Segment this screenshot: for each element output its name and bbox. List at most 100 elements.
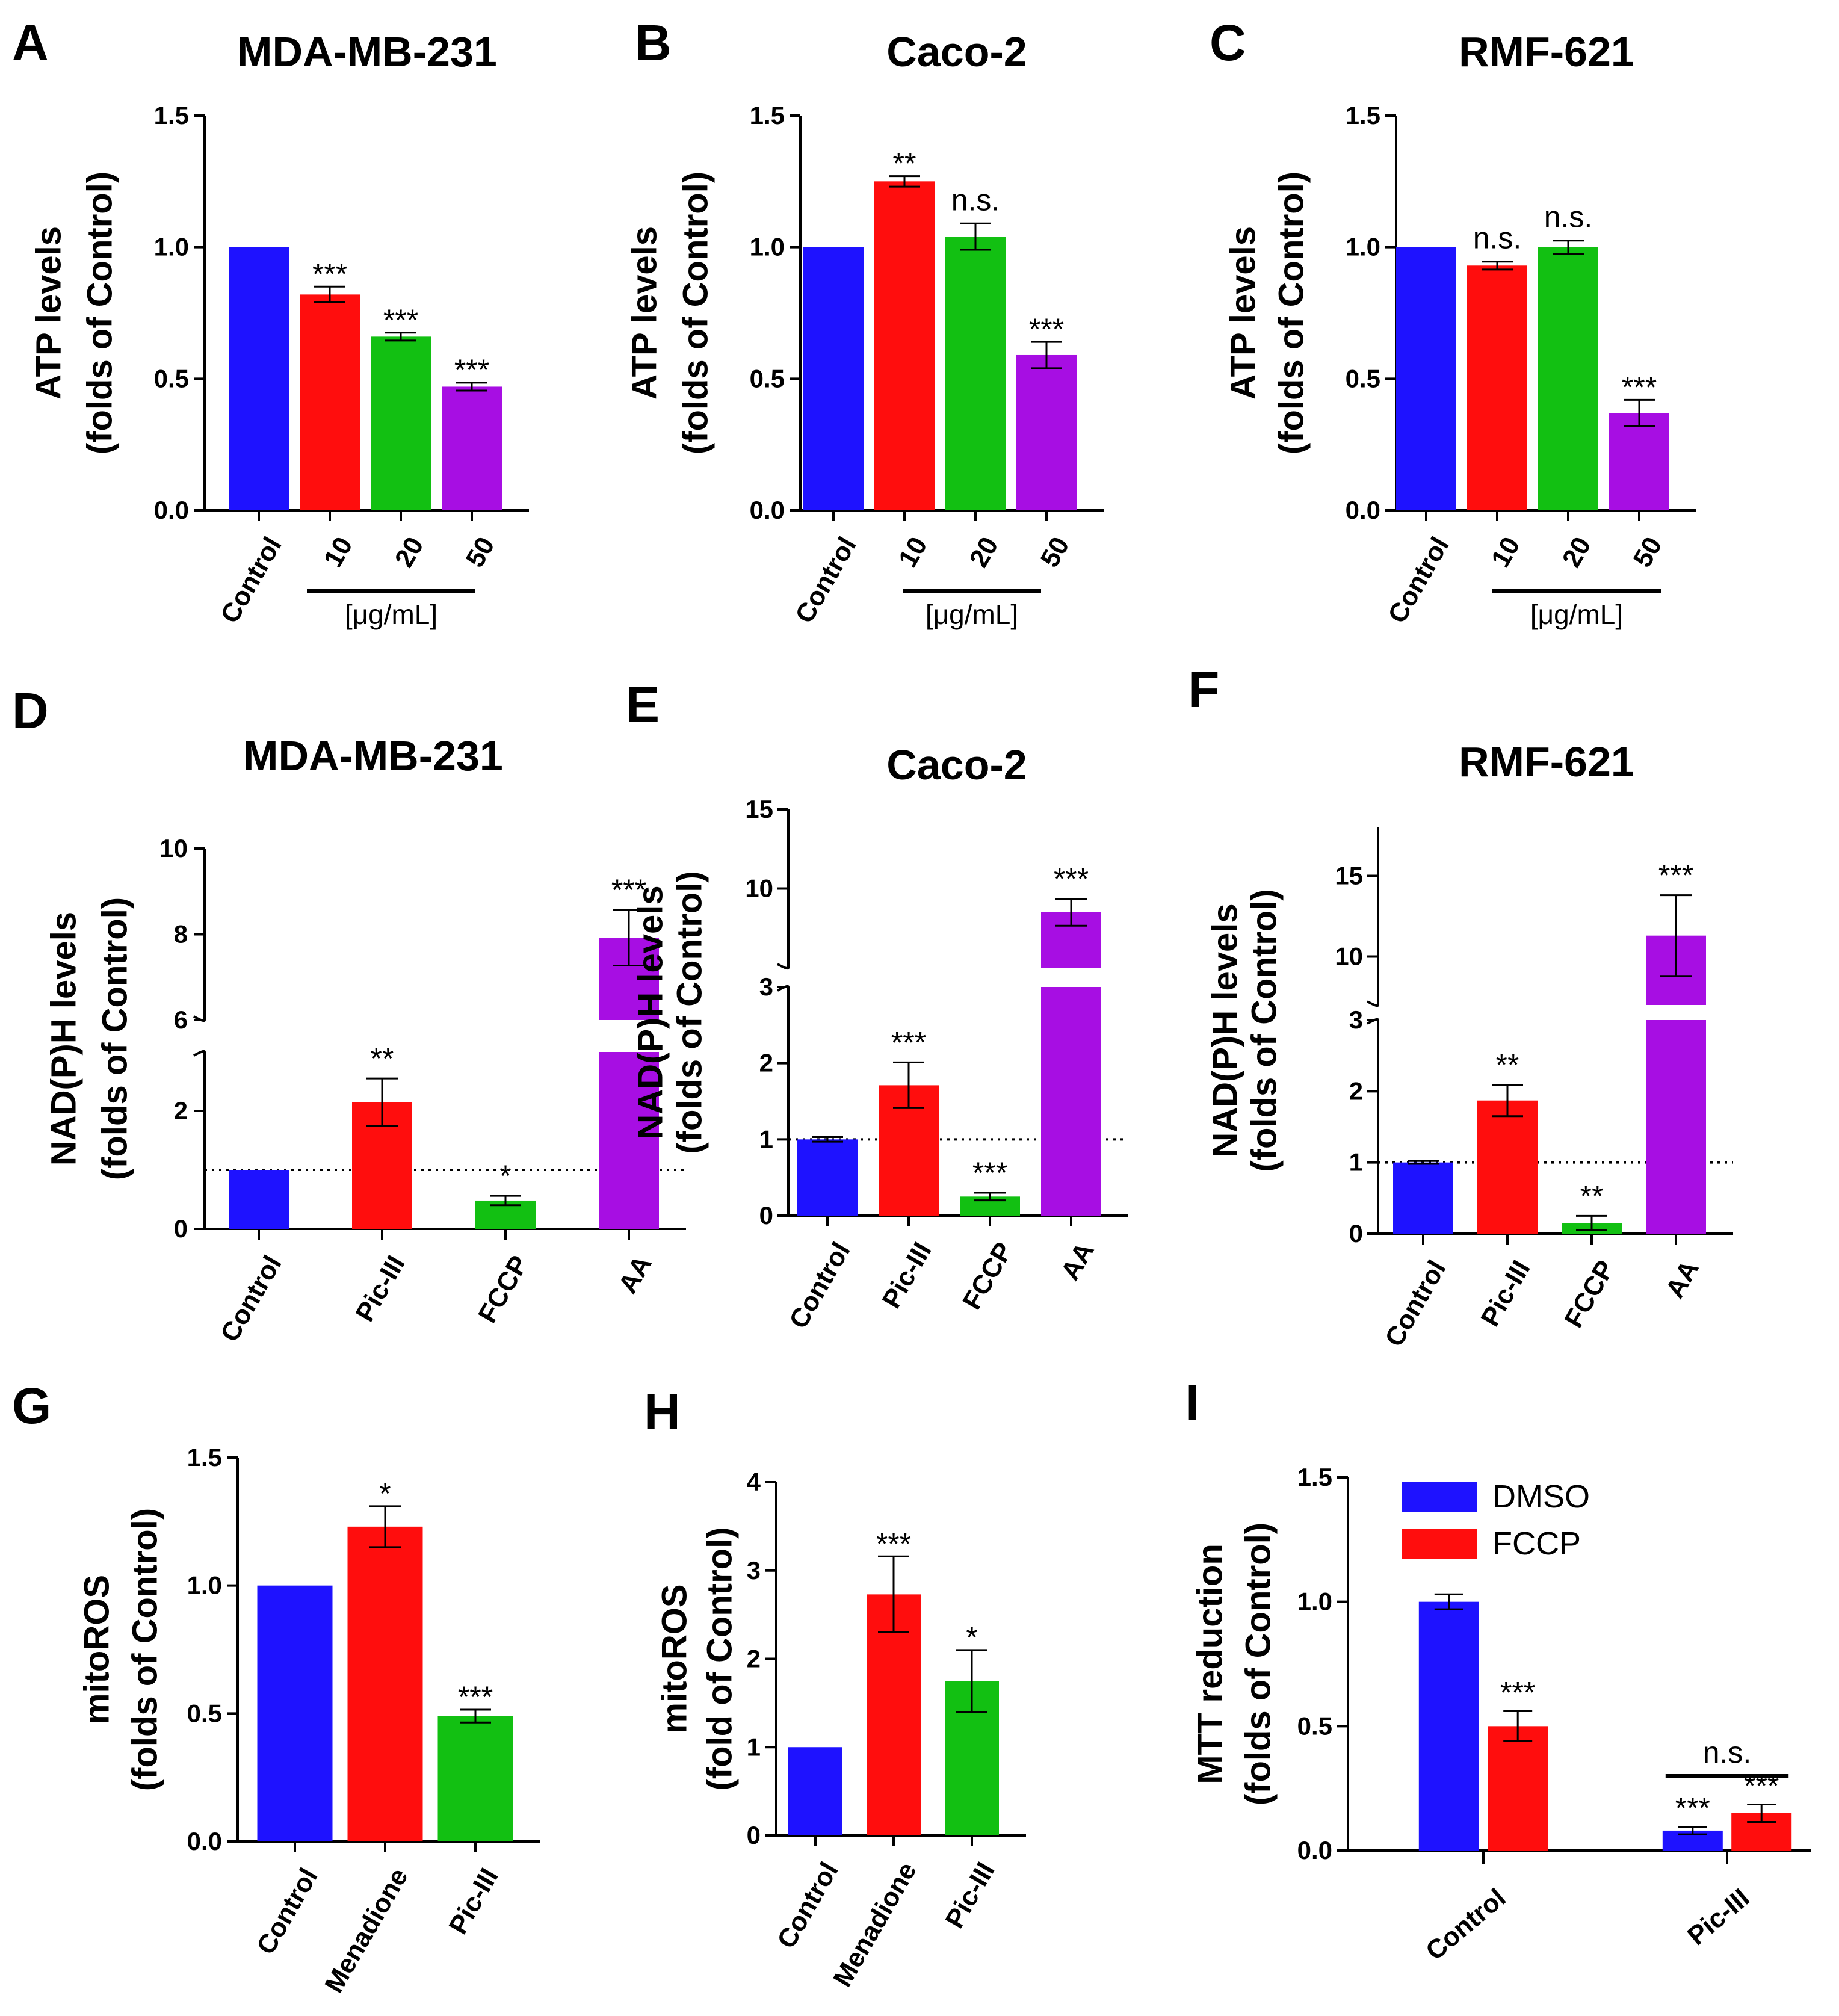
y-tick-label-a-2: 1.0 <box>154 233 189 261</box>
x-tick-label-h-1: Menadione <box>827 1857 922 1992</box>
y-tick-label-upper-f-0: 10 <box>1335 942 1363 971</box>
y-axis-label-i: MTT reduction <box>1190 1544 1229 1784</box>
y-tick-label-h-0: 0 <box>747 1821 761 1849</box>
legend-swatch-dmso <box>1402 1482 1477 1512</box>
y-tick-label-lower-e-1: 1 <box>759 1125 773 1153</box>
y-tick-label-upper-d-0: 6 <box>174 1006 188 1034</box>
panel-letter-d: D <box>12 682 49 739</box>
significance-b-3: *** <box>1029 312 1064 346</box>
y-axis-label-h: mitoROS <box>655 1584 694 1733</box>
y-axis-label-unit-d: (folds of Control) <box>95 897 134 1180</box>
x-tick-label-f-0: Control <box>1379 1255 1452 1352</box>
significance-e-1: *** <box>891 1025 926 1059</box>
x-tick-label-a-0: Control <box>215 532 288 628</box>
y-tick-label-lower-e-2: 2 <box>759 1049 773 1077</box>
bar-d-0 <box>229 1170 289 1229</box>
panel-title-b: Caco-2 <box>886 28 1027 75</box>
x-tick-label-e-2: FCCP <box>957 1237 1018 1314</box>
x-tick-label-h-0: Control <box>771 1857 844 1953</box>
significance-f-3: *** <box>1658 859 1693 892</box>
group-label-c: [μg/mL] <box>1530 599 1623 630</box>
x-tick-label-g-2: Pic-III <box>444 1863 504 1939</box>
x-tick-label-b-3: 50 <box>1035 532 1075 572</box>
panel-letter-i: I <box>1185 1374 1199 1431</box>
x-tick-label-f-2: FCCP <box>1559 1255 1620 1332</box>
significance-a-2: *** <box>383 303 418 337</box>
x-tick-label-f-3: AA <box>1660 1255 1704 1303</box>
y-tick-label-c-3: 1.5 <box>1346 101 1380 129</box>
panel-letter-h: H <box>644 1384 681 1440</box>
y-tick-label-c-1: 0.5 <box>1346 364 1380 392</box>
bar-g-2 <box>437 1716 513 1841</box>
x-tick-label-d-2: FCCP <box>472 1251 534 1328</box>
panel-letter-f: F <box>1188 661 1219 718</box>
significance-f-1: ** <box>1496 1048 1519 1082</box>
bar-b-2 <box>945 237 1006 510</box>
x-tick-label-a-1: 10 <box>318 532 359 572</box>
y-axis-label-a: ATP levels <box>29 226 68 400</box>
x-tick-label-c-2: 20 <box>1557 532 1597 572</box>
y-tick-label-a-1: 0.5 <box>154 364 189 392</box>
panel-letter-b: B <box>635 14 672 71</box>
x-tick-label-h-2: Pic-III <box>940 1857 1001 1933</box>
x-tick-label-f-1: Pic-III <box>1476 1255 1536 1331</box>
y-tick-label-b-2: 1.0 <box>750 233 785 261</box>
bar-b-3 <box>1016 354 1077 510</box>
panel-letter-c: C <box>1210 14 1246 71</box>
group-label-a: [μg/mL] <box>345 599 437 630</box>
y-axis-label-g: mitoROS <box>77 1575 116 1724</box>
y-tick-label-a-0: 0.0 <box>154 496 189 524</box>
group-label-b: [μg/mL] <box>926 599 1018 630</box>
y-axis-label-unit-f: (folds of Control) <box>1244 889 1284 1172</box>
x-tick-label-g-1: Menadione <box>319 1863 413 1998</box>
y-axis-label-c: ATP levels <box>1223 226 1263 400</box>
significance-i-0-1: *** <box>1500 1676 1535 1710</box>
y-tick-label-i-0: 0.0 <box>1297 1836 1332 1864</box>
bar-a-2 <box>371 336 431 510</box>
y-axis-label-unit-h: (fold of Control) <box>700 1527 739 1790</box>
x-tick-label-b-1: 10 <box>893 532 933 572</box>
legend-label-dmso: DMSO <box>1492 1479 1590 1515</box>
significance-d-2: * <box>499 1159 511 1193</box>
bar-c-0 <box>1396 247 1456 510</box>
significance-g-2: *** <box>458 1680 493 1714</box>
y-axis-label-unit-g: (folds of Control) <box>125 1508 164 1791</box>
significance-c-2: n.s. <box>1544 200 1593 234</box>
y-tick-label-g-3: 1.5 <box>187 1443 222 1471</box>
y-tick-label-lower-e-3: 3 <box>759 972 773 1001</box>
significance-i-1-1: *** <box>1744 1769 1779 1803</box>
y-tick-label-i-3: 1.5 <box>1297 1463 1332 1491</box>
x-tick-label-d-1: Pic-III <box>350 1251 411 1326</box>
bar-i-0-1 <box>1488 1726 1548 1851</box>
bar-g-1 <box>347 1526 423 1841</box>
bar-e-0 <box>797 1139 858 1216</box>
significance-g-1: * <box>379 1477 391 1510</box>
y-tick-label-lower-d-0: 0 <box>174 1214 188 1243</box>
y-tick-label-c-0: 0.0 <box>1346 496 1380 524</box>
panel-letter-g: G <box>12 1377 51 1434</box>
bar-c-1 <box>1467 265 1527 510</box>
y-tick-label-lower-d-1: 2 <box>174 1096 188 1125</box>
y-tick-label-upper-f-1: 15 <box>1335 861 1363 889</box>
y-tick-label-c-2: 1.0 <box>1346 233 1380 261</box>
bar-g-0 <box>257 1585 333 1841</box>
bar-f-1 <box>1477 1100 1538 1234</box>
axis-break-upper-f <box>1367 1000 1379 1007</box>
x-tick-label-i-0: Control <box>1420 1883 1511 1966</box>
y-tick-label-lower-e-0: 0 <box>759 1201 773 1229</box>
y-tick-label-upper-d-2: 10 <box>159 834 188 862</box>
significance-b-2: n.s. <box>951 183 1000 217</box>
bar-b-1 <box>874 181 935 510</box>
significance-b-1: ** <box>893 147 916 181</box>
panel-title-e: Caco-2 <box>886 741 1027 788</box>
significance-f-2: ** <box>1580 1179 1604 1213</box>
x-tick-label-d-0: Control <box>215 1251 288 1347</box>
y-tick-label-upper-d-1: 8 <box>174 920 188 948</box>
y-tick-label-b-1: 0.5 <box>750 364 785 392</box>
bar-lower-f-3 <box>1646 1020 1706 1234</box>
bar-h-0 <box>788 1747 842 1835</box>
bar-a-3 <box>442 386 502 510</box>
significance-a-1: *** <box>312 257 347 291</box>
x-tick-label-b-2: 20 <box>964 532 1004 572</box>
